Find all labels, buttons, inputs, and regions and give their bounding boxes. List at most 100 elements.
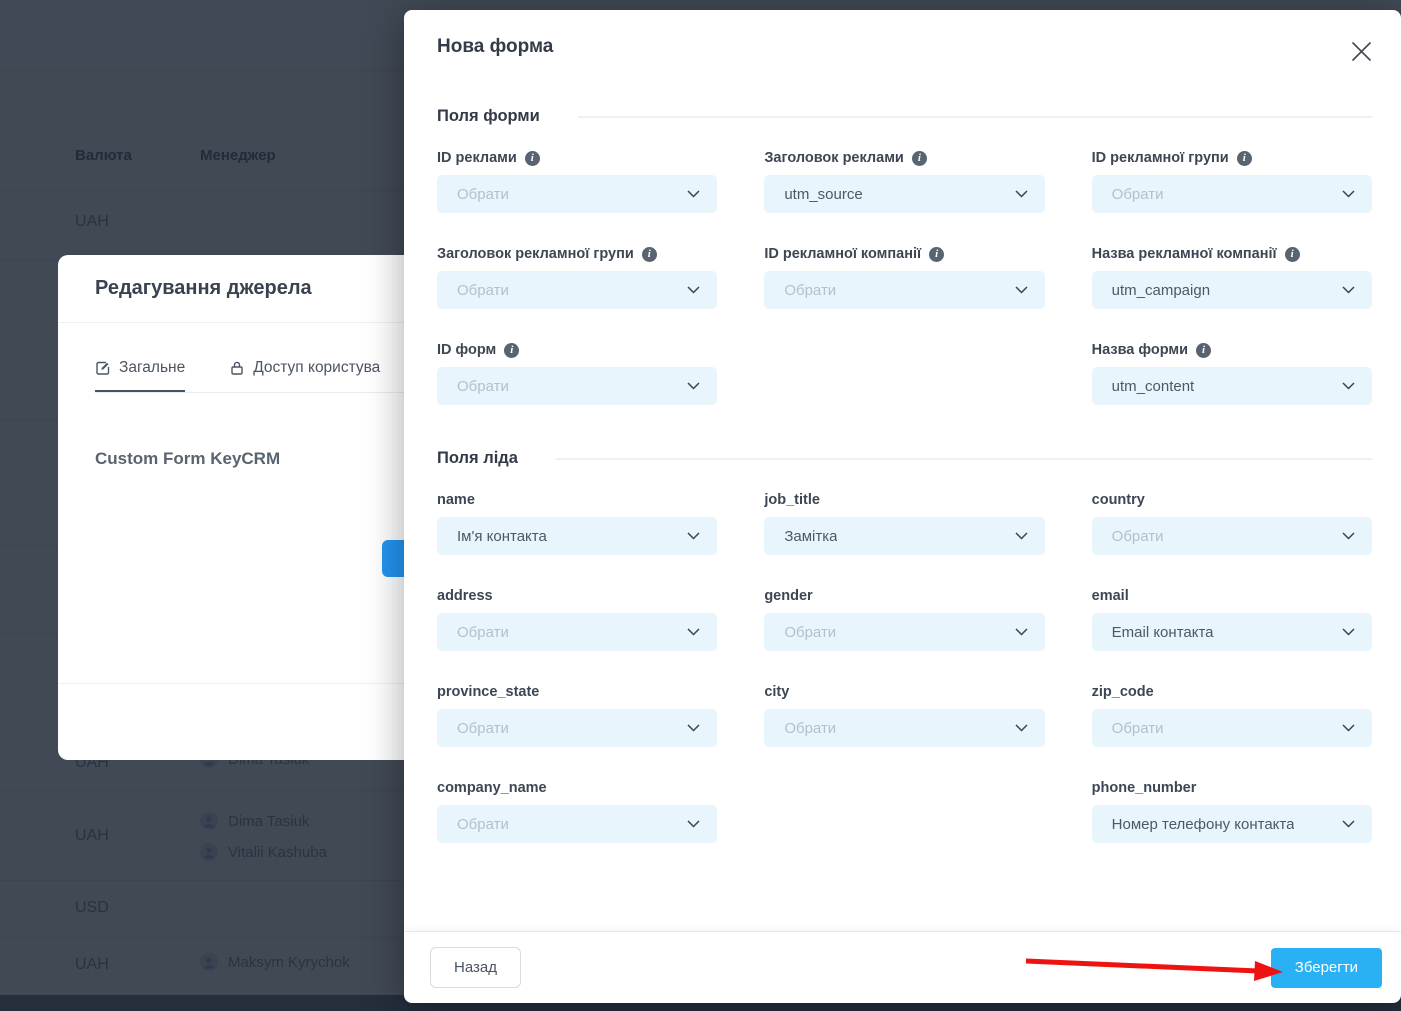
chevron-down-icon <box>687 190 700 198</box>
close-icon <box>1351 41 1372 62</box>
field-country: country Обрати <box>1091 492 1372 555</box>
form-id-select[interactable]: Обрати <box>437 367 718 405</box>
phone-number-select[interactable]: Номер телефону контакта <box>1091 805 1372 843</box>
chevron-down-icon <box>1342 628 1355 636</box>
field-label: Назва форми <box>1091 342 1189 358</box>
chevron-down-icon <box>1015 532 1028 540</box>
info-icon: i <box>1284 246 1300 262</box>
new-form-modal: Нова форма Поля форми ID реклами i Обрати… <box>404 10 1401 1003</box>
field-label: name <box>437 492 475 508</box>
form-name-select[interactable]: utm_content <box>1091 367 1372 405</box>
chevron-down-icon <box>687 286 700 294</box>
tab-general-label: Загальне <box>119 359 186 376</box>
field-ad-group-title: Заголовок рекламної групи i Обрати <box>437 246 718 309</box>
field-campaign-id: ID рекламної компанії i Обрати <box>764 246 1045 309</box>
chevron-down-icon <box>1342 724 1355 732</box>
field-address: address Обрати <box>437 588 718 651</box>
zip-code-select[interactable]: Обрати <box>1091 709 1372 747</box>
campaign-id-select[interactable]: Обрати <box>764 271 1045 309</box>
field-job-title: job_title Замітка <box>764 492 1045 555</box>
info-icon: i <box>504 342 520 358</box>
field-label: gender <box>764 588 813 604</box>
chevron-down-icon <box>1342 820 1355 828</box>
info-icon: i <box>1236 150 1252 166</box>
new-form-modal-header: Нова форма <box>404 10 1401 67</box>
edit-source-footer-divider <box>58 683 618 684</box>
ad-group-title-select[interactable]: Обрати <box>437 271 718 309</box>
ad-id-select[interactable]: Обрати <box>437 175 718 213</box>
field-label: Назва рекламної компанії <box>1091 246 1277 262</box>
edit-source-modal-header: Редагування джерела <box>58 255 618 323</box>
field-label: zip_code <box>1091 684 1154 700</box>
chevron-down-icon <box>1342 190 1355 198</box>
field-label: country <box>1091 492 1145 508</box>
company-name-select[interactable]: Обрати <box>437 805 718 843</box>
field-label: Заголовок реклами <box>764 150 904 166</box>
edit-icon <box>96 361 110 375</box>
field-label: ID рекламної групи <box>1091 150 1229 166</box>
field-campaign-name: Назва рекламної компанії i utm_campaign <box>1091 246 1372 309</box>
section-form-fields-title: Поля форми <box>437 107 540 125</box>
chevron-down-icon <box>1342 532 1355 540</box>
field-province-state: province_state Обрати <box>437 684 718 747</box>
ad-title-select[interactable]: utm_source <box>764 175 1045 213</box>
tab-user-access-label: Доступ користува <box>253 359 381 376</box>
save-button[interactable]: Зберегти <box>1270 947 1382 988</box>
chevron-down-icon <box>1342 382 1355 390</box>
chevron-down-icon <box>1342 286 1355 294</box>
name-select[interactable]: Ім'я контакта <box>437 517 718 555</box>
chevron-down-icon <box>687 382 700 390</box>
chevron-down-icon <box>687 820 700 828</box>
field-city: city Обрати <box>764 684 1045 747</box>
field-label: ID форм <box>437 342 497 358</box>
source-name-title: Custom Form KeyCRM <box>95 449 281 468</box>
field-label: address <box>437 588 493 604</box>
ad-group-id-select[interactable]: Обрати <box>1091 175 1372 213</box>
chevron-down-icon <box>1015 628 1028 636</box>
new-form-modal-body: Поля форми ID реклами i Обрати Заголовок … <box>404 67 1401 931</box>
field-ad-group-id: ID рекламної групи i Обрати <box>1091 150 1372 213</box>
info-icon: i <box>524 150 540 166</box>
field-label: email <box>1091 588 1129 604</box>
field-label: ID реклами <box>437 150 517 166</box>
email-select[interactable]: Email контакта <box>1091 613 1372 651</box>
province-state-select[interactable]: Обрати <box>437 709 718 747</box>
section-form-fields: Поля форми <box>437 107 1372 126</box>
job-title-select[interactable]: Замітка <box>764 517 1045 555</box>
field-ad-title: Заголовок реклами i utm_source <box>764 150 1045 213</box>
gender-select[interactable]: Обрати <box>764 613 1045 651</box>
field-name: name Ім'я контакта <box>437 492 718 555</box>
info-icon: i <box>1196 342 1212 358</box>
close-button[interactable] <box>1346 36 1377 67</box>
new-form-modal-title: Нова форма <box>437 36 554 57</box>
section-divider <box>577 115 1372 118</box>
info-icon: i <box>641 246 657 262</box>
city-select[interactable]: Обрати <box>764 709 1045 747</box>
form-fields-grid: ID реклами i Обрати Заголовок реклами i ut… <box>437 150 1372 405</box>
field-company-name: company_name Обрати <box>437 780 718 843</box>
lock-icon <box>231 361 243 375</box>
chevron-down-icon <box>687 628 700 636</box>
info-icon: i <box>911 150 927 166</box>
tab-user-access[interactable]: Доступ користува <box>229 359 380 392</box>
tab-general[interactable]: Загальне <box>95 359 186 392</box>
chevron-down-icon <box>687 724 700 732</box>
field-ad-id: ID реклами i Обрати <box>437 150 718 213</box>
address-select[interactable]: Обрати <box>437 613 718 651</box>
field-gender: gender Обрати <box>764 588 1045 651</box>
field-label: Заголовок рекламної групи <box>437 246 634 262</box>
back-button[interactable]: Назад <box>430 947 521 988</box>
campaign-name-select[interactable]: utm_campaign <box>1091 271 1372 309</box>
field-label: city <box>764 684 790 700</box>
edit-source-tabs: Загальне Доступ користува <box>95 359 581 393</box>
chevron-down-icon <box>1015 286 1028 294</box>
new-form-modal-footer: Назад Зберегти <box>404 931 1401 1003</box>
country-select[interactable]: Обрати <box>1091 517 1372 555</box>
field-label: phone_number <box>1091 780 1197 796</box>
chevron-down-icon <box>1015 724 1028 732</box>
field-label: ID рекламної компанії <box>764 246 922 262</box>
chevron-down-icon <box>1015 190 1028 198</box>
chevron-down-icon <box>687 532 700 540</box>
field-label: province_state <box>437 684 540 700</box>
lead-fields-grid: name Ім'я контакта job_title Замітка cou… <box>437 492 1372 843</box>
